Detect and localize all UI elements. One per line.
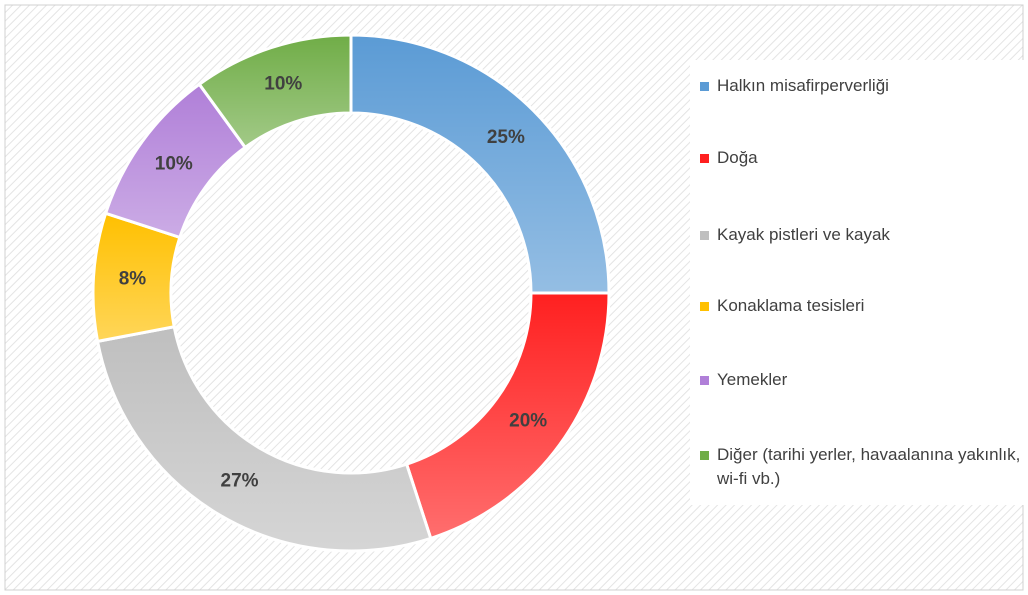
legend-item: Halkın misafirperverliği	[700, 74, 1028, 98]
slice-shine	[199, 35, 351, 148]
legend-swatch	[700, 302, 709, 311]
legend-item: Konaklama tesisleri	[700, 294, 1028, 318]
legend-label: Kayak pistleri ve kayak	[717, 225, 890, 244]
legend-label: Doğa	[717, 148, 758, 167]
slice-shine	[406, 293, 609, 539]
legend-swatch	[700, 231, 709, 240]
legend-item: Yemekler	[700, 368, 1028, 392]
data-label: 10%	[155, 153, 193, 174]
legend-swatch	[700, 154, 709, 163]
legend-label: Konaklama tesisleri	[717, 296, 865, 315]
slice-shine	[105, 84, 246, 238]
legend-item: Doğa	[700, 146, 1028, 170]
legend-label: Halkın misafirperverliği	[717, 76, 889, 95]
data-label: 10%	[264, 74, 302, 95]
slice-shine	[351, 35, 609, 293]
legend-label: Diğer (tarihi yerler, havaalanına yakınl…	[717, 445, 1021, 488]
data-label: 20%	[509, 411, 547, 432]
legend-swatch	[700, 376, 709, 385]
data-label: 25%	[487, 127, 525, 148]
legend: Halkın misafirperverliği Doğa Kayak pistle…	[690, 60, 1028, 505]
legend-swatch	[700, 82, 709, 91]
data-label: 8%	[119, 268, 147, 289]
legend-item: Kayak pistleri ve kayak	[700, 223, 1028, 247]
data-label: 27%	[221, 471, 259, 492]
legend-swatch	[700, 451, 709, 460]
legend-item: Diğer (tarihi yerler, havaalanına yakınl…	[700, 443, 1028, 491]
slice-shine	[93, 213, 180, 342]
slice-shine	[97, 326, 431, 551]
legend-label: Yemekler	[717, 370, 788, 389]
